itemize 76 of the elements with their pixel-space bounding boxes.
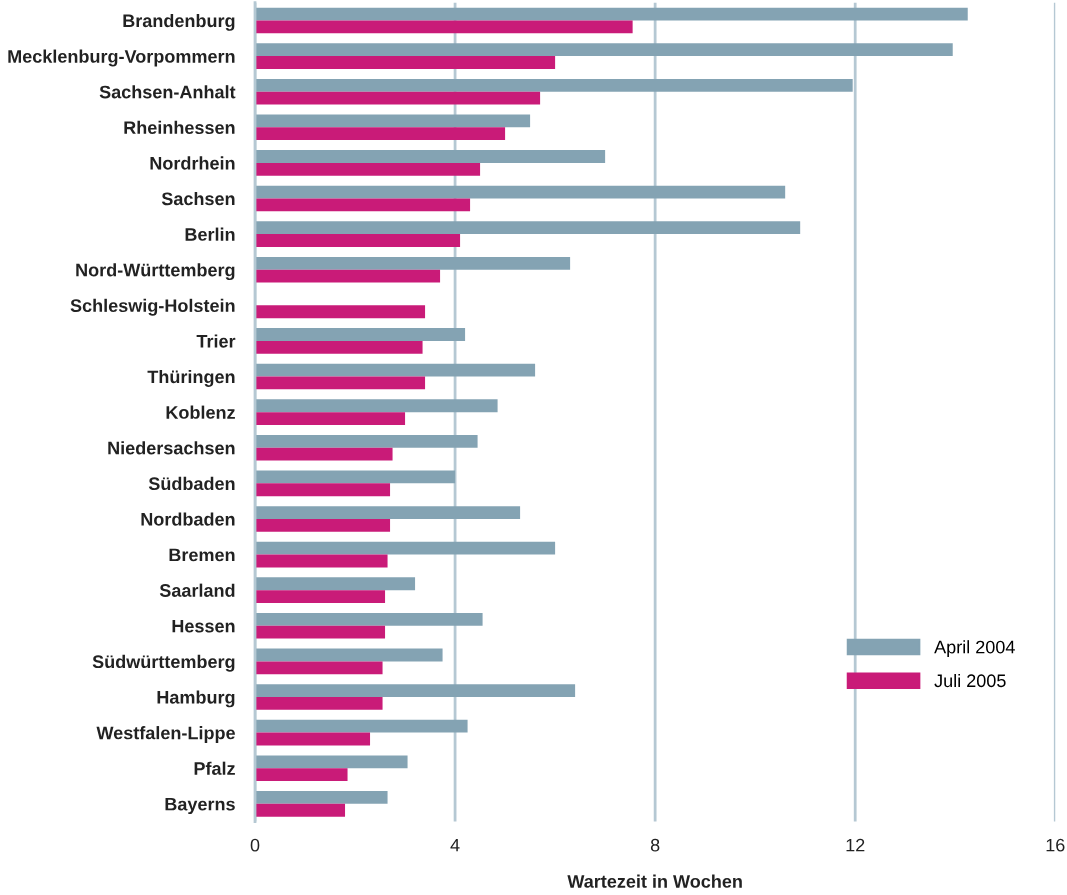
x-tick-label: 12 xyxy=(846,838,865,852)
bar xyxy=(255,648,443,662)
y-tick-label: Sachsen-Anhalt xyxy=(99,85,236,99)
bar xyxy=(255,363,536,377)
bar xyxy=(255,541,556,555)
bar xyxy=(255,20,633,34)
bar xyxy=(255,661,383,675)
bar xyxy=(255,768,348,782)
y-tick-label: Bayerns xyxy=(165,797,235,815)
bar xyxy=(255,684,576,697)
bar xyxy=(255,696,383,710)
bar xyxy=(255,78,853,92)
x-tick-label: 0 xyxy=(250,838,260,852)
bar xyxy=(255,719,468,733)
bar xyxy=(255,114,531,128)
bar xyxy=(255,447,393,461)
bar xyxy=(255,198,471,212)
y-tick-label: Hessen xyxy=(172,619,235,633)
bar xyxy=(255,790,388,804)
y-tick-label: Brandenburg xyxy=(123,13,235,31)
bar xyxy=(255,590,386,603)
bar xyxy=(255,185,786,199)
bar xyxy=(255,256,571,270)
y-tick-label: Rheinhessen xyxy=(124,120,235,135)
bar xyxy=(255,7,968,21)
y-tick-label: Nord-Württemberg xyxy=(76,263,235,281)
y-tick-label: Berlin xyxy=(185,227,235,241)
y-tick-label: Saarland xyxy=(159,583,235,597)
bar xyxy=(255,376,426,390)
bar xyxy=(255,43,953,57)
bar xyxy=(255,91,541,105)
bar xyxy=(255,340,423,354)
bar xyxy=(255,127,506,141)
bar xyxy=(255,554,388,568)
bar xyxy=(255,56,556,69)
bar xyxy=(255,269,441,283)
y-tick-label: Niedersachsen xyxy=(108,441,235,455)
bar xyxy=(255,434,478,448)
y-tick-label: Bremen xyxy=(169,548,235,562)
bar xyxy=(255,328,466,341)
x-axis-title: Wartezeit in Wochen xyxy=(567,874,742,888)
bar xyxy=(255,803,346,817)
bar xyxy=(255,612,483,626)
bar xyxy=(255,234,461,247)
bar xyxy=(255,732,371,746)
y-tick-label: Schleswig-Holstein xyxy=(70,298,235,316)
bar xyxy=(255,305,426,319)
bar xyxy=(255,399,498,413)
x-tick-label: 8 xyxy=(650,838,660,852)
legend-label: Juli 2005 xyxy=(934,673,1006,688)
x-tick-label: 4 xyxy=(450,838,460,852)
y-tick-label: Trier xyxy=(196,334,236,348)
y-tick-label: Hamburg xyxy=(157,690,235,708)
y-tick-label: Thüringen xyxy=(147,370,235,387)
bar xyxy=(255,518,391,532)
y-tick-label: Sachsen xyxy=(161,191,235,206)
y-tick-label: Nordrhein xyxy=(150,156,235,170)
bar xyxy=(255,577,416,591)
bar xyxy=(255,483,391,497)
y-tick-label: Nordbaden xyxy=(141,512,235,526)
bar xyxy=(255,150,606,163)
bar xyxy=(255,625,386,639)
legend-label: April 2004 xyxy=(934,640,1015,657)
y-tick-label: Westfalen-Lippe xyxy=(96,726,235,743)
bar xyxy=(255,162,481,176)
bar xyxy=(255,755,408,769)
x-tick-label: 16 xyxy=(1046,838,1065,852)
y-tick-label: Koblenz xyxy=(166,405,235,419)
y-tick-label: Südbaden xyxy=(148,476,235,491)
bar xyxy=(255,221,801,235)
bar xyxy=(255,412,406,425)
bar xyxy=(255,470,456,484)
y-tick-label: Pfalz xyxy=(194,761,235,775)
y-tick-label: Mecklenburg-Vorpommern xyxy=(8,49,235,67)
y-tick-label: Südwürttemberg xyxy=(92,654,235,672)
bar xyxy=(255,506,521,519)
